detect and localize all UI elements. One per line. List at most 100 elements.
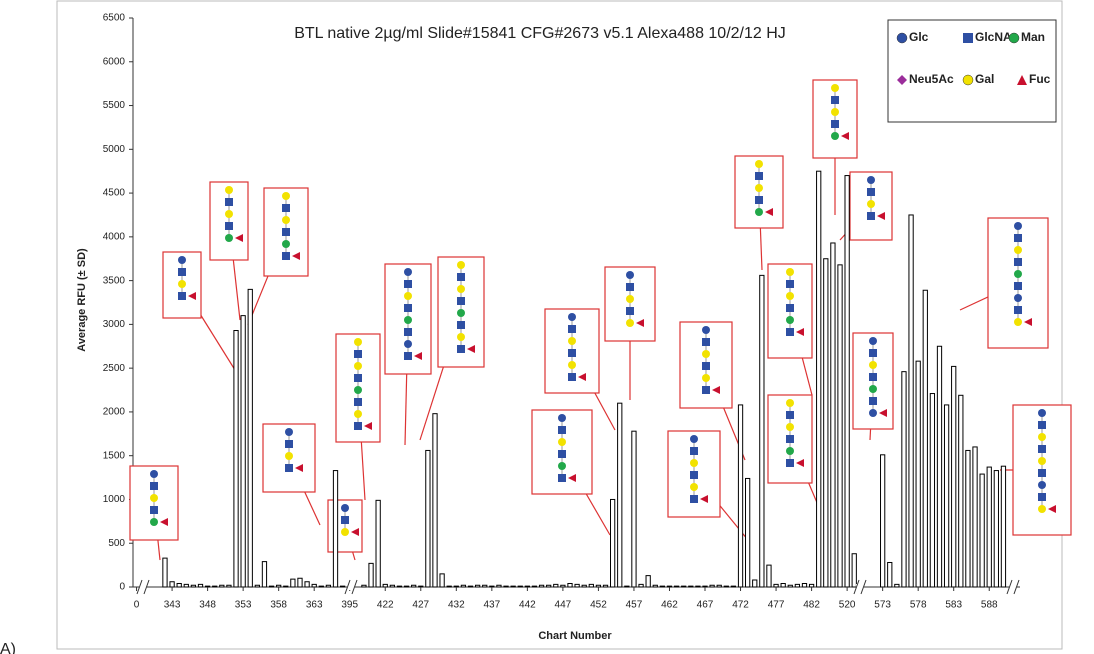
glycan-residue (786, 447, 794, 455)
glycan-residue (786, 435, 794, 443)
bar (716, 584, 722, 588)
bar (247, 288, 253, 588)
glycan-fucose (188, 292, 196, 300)
bar (780, 582, 786, 588)
x-tick-label: 442 (519, 600, 536, 611)
bar (972, 446, 978, 588)
bar (617, 402, 623, 588)
bar (524, 585, 530, 588)
bar (908, 214, 914, 588)
chart-frame (56, 0, 1063, 650)
glycan-residue (702, 386, 710, 394)
x-tick-label: 437 (483, 600, 500, 611)
bar (851, 553, 857, 588)
bar (368, 562, 374, 588)
bar (922, 289, 928, 588)
x-tick-label: 467 (697, 600, 714, 611)
glycan-residue (225, 222, 233, 230)
bar (808, 583, 815, 588)
bar (638, 583, 644, 588)
glycan-residue (558, 462, 566, 470)
x-axis-label: Chart Number (538, 630, 612, 642)
glycan-residue (690, 495, 698, 503)
bar (673, 585, 680, 588)
y-tick-label: 3000 (103, 319, 126, 330)
glycan-residue (786, 399, 794, 407)
glycan-residue (831, 120, 839, 128)
bar (489, 585, 495, 588)
glycan-residue (867, 200, 875, 208)
glycan-residue (558, 438, 566, 446)
x-tick-label: 472 (732, 600, 749, 611)
glycan-residue (626, 295, 634, 303)
bar (276, 584, 282, 588)
glycan-residue (786, 411, 794, 419)
bar (1000, 465, 1007, 588)
y-tick-label: 4000 (103, 231, 126, 242)
glycan-residue (558, 450, 566, 458)
glycan-residue (626, 271, 634, 279)
x-tick-label: 427 (412, 600, 429, 611)
x-tick-label: 482 (803, 600, 820, 611)
x-tick-label: 447 (555, 600, 572, 611)
glycan-residue (786, 292, 794, 300)
y-tick-label: 3500 (103, 275, 126, 286)
glycan-residue (404, 292, 412, 300)
glycan-residue (831, 132, 839, 140)
glycan-residue (1014, 270, 1022, 278)
glycan-fucose (467, 345, 475, 353)
y-tick-label: 5500 (103, 100, 126, 111)
glycan-residue (568, 349, 576, 357)
y-tick-label: 0 (119, 582, 125, 593)
x-tick-label: 462 (661, 600, 678, 611)
glycan-residue (755, 184, 763, 192)
legend-label: Gal (975, 72, 994, 86)
glycan-residue (1014, 306, 1022, 314)
glycan-residue (755, 208, 763, 216)
x-tick-label: 0 (134, 600, 140, 611)
glycan-residue (831, 108, 839, 116)
bar (844, 175, 850, 588)
bar (766, 564, 772, 588)
glycan-residue (558, 474, 566, 482)
glycan-residue (831, 96, 839, 104)
bar (830, 242, 836, 588)
glycan-residue (702, 374, 710, 382)
x-tick-label: 432 (448, 600, 465, 611)
glycan-residue (285, 428, 293, 436)
bar (759, 274, 765, 588)
glycan-residue (1038, 481, 1046, 489)
bar (439, 573, 445, 588)
glycan-residue (626, 283, 634, 291)
bar (574, 583, 580, 588)
glycan-fucose (879, 409, 887, 417)
glycan-residue (1038, 409, 1046, 417)
bar (887, 561, 893, 588)
bar (176, 582, 182, 588)
glycan-residue (178, 280, 186, 288)
glycan-residue (282, 192, 290, 200)
glycan-residue (457, 345, 465, 353)
bar (965, 449, 971, 588)
glycan-residue (404, 340, 412, 348)
bar (254, 584, 260, 588)
glycan-residue (558, 426, 566, 434)
bar (880, 454, 886, 588)
glycan-residue (558, 414, 566, 422)
bar (695, 585, 701, 588)
bar (745, 477, 751, 588)
glycan-fucose (796, 459, 804, 467)
bar (226, 584, 232, 588)
bar (503, 585, 509, 588)
glycan-residue (702, 362, 710, 370)
glycan-residue (285, 440, 293, 448)
glycan-residue (178, 256, 186, 264)
x-tick-label: 358 (270, 600, 287, 611)
glycan-fucose (700, 495, 708, 503)
x-tick-label: 583 (945, 600, 962, 611)
bar (467, 585, 474, 588)
legend-label: GlcNAc (975, 30, 1019, 44)
glycan-fucose (364, 422, 372, 430)
glycan-residue (1038, 493, 1046, 501)
bar (396, 585, 403, 588)
